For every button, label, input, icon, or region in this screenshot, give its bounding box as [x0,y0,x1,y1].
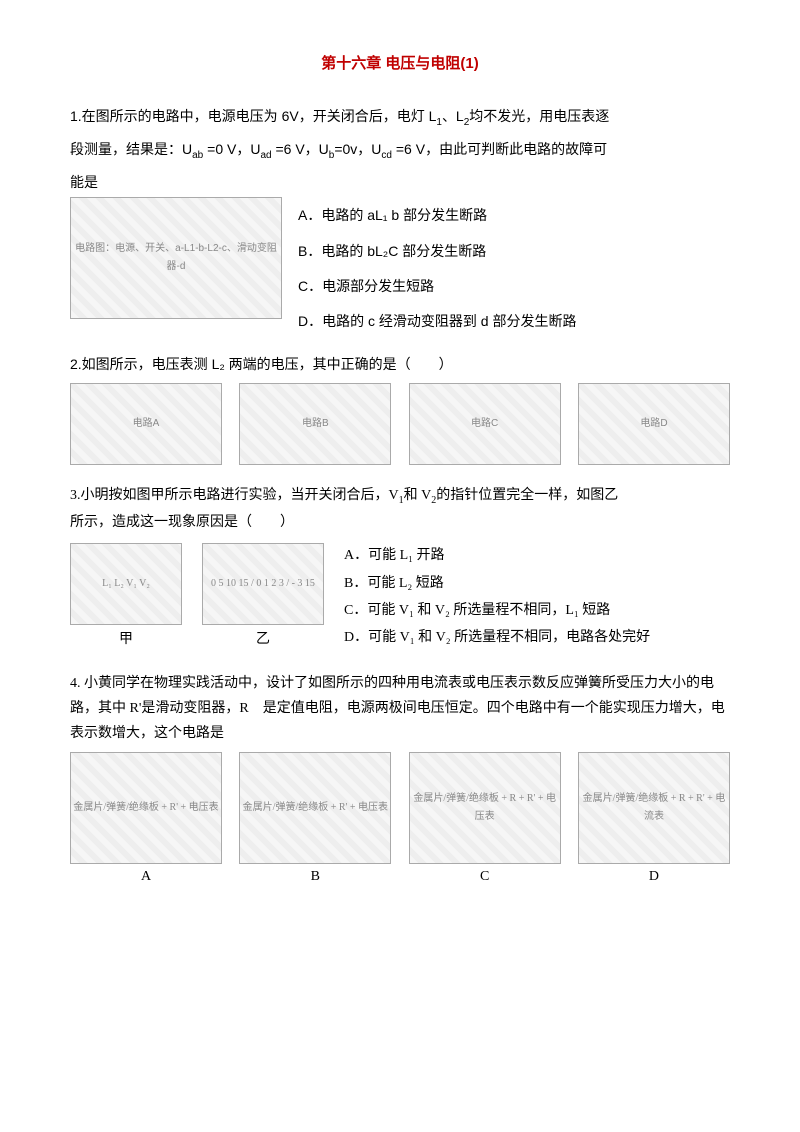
q2-stem: 2.如图所示，电压表测 L₂ 两端的电压，其中正确的是（ ） [70,352,730,377]
q1-option-b: B．电路的 bL₂C 部分发生断路 [298,239,576,264]
q3-figure-1: L₁ L₂ V₁ V₂ 甲 [70,543,182,652]
q1-t2b: =0 V，U [203,141,260,157]
q1-option-a: A．电路的 aL₁ b 部分发生断路 [298,203,576,228]
q3-ta: 3.小明按如图甲所示电路进行实验，当开关闭合后，V [70,488,399,503]
q2-circuit-a: 电路A [70,383,222,465]
q1-t1b: 、L [442,108,464,124]
q3-option-c: C．可能 V₁ 和 V₂ 所选量程不相同，L₁ 短路 [344,598,650,623]
q3-caption-2: 乙 [202,627,324,652]
question-1: 1.在图所示的电路中，电源电压为 6V，开关闭合后，电灯 L1、L2均不发光，用… [70,101,730,334]
q3-stem: 3.小明按如图甲所示电路进行实验，当开关闭合后，V1和 V2的指针位置完全一样，… [70,483,730,535]
q4-figures: 金属片/弹簧/绝缘板 + R' + 电压表 A 金属片/弹簧/绝缘板 + R' … [70,752,730,889]
q1-t1c: 均不发光，用电压表逐 [469,108,609,124]
q1-option-d: D．电路的 c 经滑动变阻器到 d 部分发生断路 [298,309,576,334]
q1-circuit-diagram: 电路图：电源、开关、a-L1-b-L2-c、滑动变阻器-d [70,197,282,319]
chapter-title: 第十六章 电压与电阻(1) [70,50,730,77]
q4-col-c: 金属片/弹簧/绝缘板 + R + R' + 电压表 C [409,752,561,889]
q3-options: A．可能 L₁ 开路 B．可能 L₂ 短路 C．可能 V₁ 和 V₂ 所选量程不… [344,543,650,650]
q3-td: 所示，造成这一现象原因是（ ） [70,515,294,530]
q4-stem: 4. 小黄同学在物理实践活动中，设计了如图所示的四种用电流表或电压表示数反应弹簧… [70,671,730,747]
q3-voltmeter-dial: 0 5 10 15 / 0 1 2 3 / - 3 15 [202,543,324,625]
q1-stem-2: 段测量，结果是：Uab =0 V，Uad =6 V，Ub=0v，Ucd =6 V… [70,134,730,167]
question-2: 2.如图所示，电压表测 L₂ 两端的电压，其中正确的是（ ） 电路A 电路B 电… [70,352,730,465]
q4-label-b: B [239,864,391,889]
q4-circuit-d: 金属片/弹簧/绝缘板 + R + R' + 电流表 [578,752,730,864]
q3-figure-2: 0 5 10 15 / 0 1 2 3 / - 3 15 乙 [202,543,324,652]
q1-t2c: =6 V，U [272,141,329,157]
q2-circuit-c: 电路C [409,383,561,465]
q4-circuit-b: 金属片/弹簧/绝缘板 + R' + 电压表 [239,752,391,864]
q4-col-a: 金属片/弹簧/绝缘板 + R' + 电压表 A [70,752,222,889]
q2-circuit-b: 电路B [239,383,391,465]
q3-tc: 的指针位置完全一样，如图乙 [436,488,618,503]
q1-sab: ab [192,150,203,161]
q4-label-a: A [70,864,222,889]
q3-option-b: B．可能 L₂ 短路 [344,571,650,596]
q3-option-d: D．可能 V₁ 和 V₂ 所选量程不相同，电路各处完好 [344,625,650,650]
q4-circuit-c: 金属片/弹簧/绝缘板 + R + R' + 电压表 [409,752,561,864]
q3-circuit-diagram: L₁ L₂ V₁ V₂ [70,543,182,625]
question-4: 4. 小黄同学在物理实践活动中，设计了如图所示的四种用电流表或电压表示数反应弹簧… [70,671,730,890]
q3-caption-1: 甲 [70,627,182,652]
q1-body: 电路图：电源、开关、a-L1-b-L2-c、滑动变阻器-d A．电路的 aL₁ … [70,197,730,334]
q4-circuit-a: 金属片/弹簧/绝缘板 + R' + 电压表 [70,752,222,864]
q1-stem: 1.在图所示的电路中，电源电压为 6V，开关闭合后，电灯 L1、L2均不发光，用… [70,101,730,134]
q1-t2d: =0v，U [334,141,381,157]
q1-sad: ad [260,150,271,161]
q1-scd: cd [381,150,392,161]
q3-option-a: A．可能 L₁ 开路 [344,543,650,568]
q2-figures: 电路A 电路B 电路C 电路D [70,383,730,465]
q2-circuit-d: 电路D [578,383,730,465]
q4-label-d: D [578,864,730,889]
q1-figure: 电路图：电源、开关、a-L1-b-L2-c、滑动变阻器-d [70,197,282,319]
q4-col-b: 金属片/弹簧/绝缘板 + R' + 电压表 B [239,752,391,889]
q4-col-d: 金属片/弹簧/绝缘板 + R + R' + 电流表 D [578,752,730,889]
q3-tb: 和 V [404,488,432,503]
q1-option-c: C．电源部分发生短路 [298,274,576,299]
q1-stem-3: 能是 [70,167,730,198]
question-3: 3.小明按如图甲所示电路进行实验，当开关闭合后，V1和 V2的指针位置完全一样，… [70,483,730,652]
q1-t2a: 段测量，结果是：U [70,141,192,157]
q1-options: A．电路的 aL₁ b 部分发生断路 B．电路的 bL₂C 部分发生断路 C．电… [298,197,576,334]
q1-t1: 1.在图所示的电路中，电源电压为 6V，开关闭合后，电灯 L [70,108,436,124]
q3-body: L₁ L₂ V₁ V₂ 甲 0 5 10 15 / 0 1 2 3 / - 3 … [70,543,730,652]
q4-label-c: C [409,864,561,889]
q1-t2e: =6 V，由此可判断此电路的故障可 [392,141,607,157]
